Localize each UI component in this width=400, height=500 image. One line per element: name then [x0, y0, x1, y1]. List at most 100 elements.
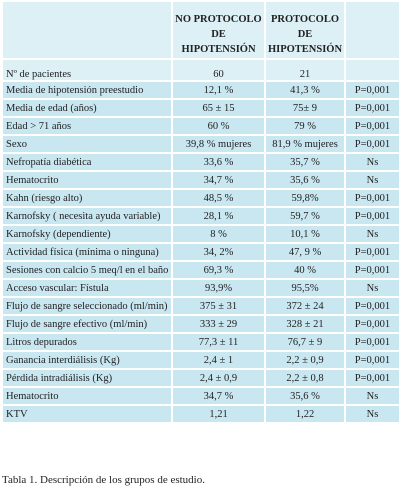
- cell: 21: [264, 58, 346, 82]
- table-row: Media de hipotensión preestudio 12,1 % 41,…: [1, 80, 400, 100]
- cell: 2,2 ± 0,9: [264, 350, 346, 370]
- cell: P=0,001: [344, 134, 400, 154]
- row-label: Media de edad (años): [1, 98, 173, 118]
- table-row: Edad > 71 años 60 % 79 % P=0,001: [1, 116, 400, 136]
- table-row: Hematocrito 34,7 % 35,6 % Ns: [1, 170, 400, 190]
- cell: Ns: [344, 152, 400, 172]
- table-row: Ganancia interdiálisis (Kg) 2,4 ± 1 2,2 ± …: [1, 350, 400, 370]
- row-label: KTV: [1, 404, 173, 424]
- table-row: Sesiones con calcio 5 meq/l en el baño 69…: [1, 260, 400, 280]
- cell: 328 ± 21: [264, 314, 346, 334]
- cell: P=0,001: [344, 188, 400, 208]
- cell: P=0,001: [344, 80, 400, 100]
- cell: 34,7 %: [171, 386, 266, 406]
- table-row: Media de edad (años) 65 ± 15 75± 9 P=0,001: [1, 98, 400, 118]
- cell: 375 ± 31: [171, 296, 266, 316]
- cell: 48,5 %: [171, 188, 266, 208]
- row-label: Hematocrito: [1, 170, 173, 190]
- cell: 95,5%: [264, 278, 346, 298]
- row-label: Nefropatía diabética: [1, 152, 173, 172]
- cell: P=0,001: [344, 242, 400, 262]
- row-label: Actividad física (mínima o ninguna): [1, 242, 173, 262]
- table-row: Nefropatía diabética 33,6 % 35,7 % Ns: [1, 152, 400, 172]
- row-label: Nº de pacientes: [1, 58, 173, 82]
- column-header: NO PROTOCOLO DE HIPOTENSIÓN: [171, 0, 266, 60]
- row-label: Sexo: [1, 134, 173, 154]
- table-row: KTV 1,21 1,22 Ns: [1, 404, 400, 424]
- blank-cell: [1, 0, 173, 60]
- row-label: Edad > 71 años: [1, 116, 173, 136]
- table-row: Actividad física (mínima o ninguna) 34, 2…: [1, 242, 400, 262]
- cell: 59,7 %: [264, 206, 346, 226]
- cell: 75± 9: [264, 98, 346, 118]
- cell: 77,3 ± 11: [171, 332, 266, 352]
- row-label: Flujo de sangre seleccionado (ml/min): [1, 296, 173, 316]
- cell: P=0,001: [344, 332, 400, 352]
- cell: P=0,001: [344, 296, 400, 316]
- cell: P=0,001: [344, 314, 400, 334]
- cell: 372 ± 24: [264, 296, 346, 316]
- cell: 69,3 %: [171, 260, 266, 280]
- cell: P=0,001: [344, 350, 400, 370]
- cell: 40 %: [264, 260, 346, 280]
- cell: 60 %: [171, 116, 266, 136]
- cell: 333 ± 29: [171, 314, 266, 334]
- cell: 60: [171, 58, 266, 82]
- cell: 93,9%: [171, 278, 266, 298]
- row-label: Acceso vascular: Fístula: [1, 278, 173, 298]
- cell: 10,1 %: [264, 224, 346, 244]
- cell: 35,7 %: [264, 152, 346, 172]
- header-line: DE HIPOTENSIÓN: [181, 29, 256, 55]
- row-label: Sesiones con calcio 5 meq/l en el baño: [1, 260, 173, 280]
- blank-cell: [344, 58, 400, 82]
- cell: Ns: [344, 404, 400, 424]
- header-line: NO PROTOCOLO: [175, 14, 262, 25]
- cell: 41,3 %: [264, 80, 346, 100]
- data-table: NO PROTOCOLO DE HIPOTENSIÓN PROTOCOLO DE H…: [1, 0, 400, 424]
- table-row: Flujo de sangre efectivo (ml/min) 333 ± 2…: [1, 314, 400, 334]
- row-label: Ganancia interdiálisis (Kg): [1, 350, 173, 370]
- row-label: Pérdida intradiálisis (Kg): [1, 368, 173, 388]
- cell: Ns: [344, 224, 400, 244]
- cell: 1,22: [264, 404, 346, 424]
- cell: 2,4 ± 0,9: [171, 368, 266, 388]
- cell: 81,9 % mujeres: [264, 134, 346, 154]
- table-row: Hematocrito 34,7 % 35,6 % Ns: [1, 386, 400, 406]
- row-label: Hematocrito: [1, 386, 173, 406]
- cell: 35,6 %: [264, 170, 346, 190]
- row-label: Litros depurados: [1, 332, 173, 352]
- cell: 2,2 ± 0,8: [264, 368, 346, 388]
- cell: 33,6 %: [171, 152, 266, 172]
- table-row: Sexo 39,8 % mujeres 81,9 % mujeres P=0,001: [1, 134, 400, 154]
- table-row: Kahn (riesgo alto) 48,5 % 59,8% P=0,001: [1, 188, 400, 208]
- header-line: HIPOTENSIÓN: [267, 44, 343, 55]
- cell: P=0,001: [344, 368, 400, 388]
- cell: P=0,001: [344, 98, 400, 118]
- cell: P=0,001: [344, 260, 400, 280]
- table-row: Acceso vascular: Fístula 93,9% 95,5% Ns: [1, 278, 400, 298]
- cell: Ns: [344, 278, 400, 298]
- blank-cell: [344, 0, 400, 60]
- cell: P=0,001: [344, 206, 400, 226]
- cell: 59,8%: [264, 188, 346, 208]
- caption: Tabla 1. Descripción de los grupos de es…: [2, 474, 205, 486]
- cell: 1,21: [171, 404, 266, 424]
- cell: 12,1 %: [171, 80, 266, 100]
- cell: 47, 9 %: [264, 242, 346, 262]
- cell: 65 ± 15: [171, 98, 266, 118]
- table-row: Karnofsky ( necesita ayuda variable) 28,1…: [1, 206, 400, 226]
- cell: 39,8 % mujeres: [171, 134, 266, 154]
- cell: 79 %: [264, 116, 346, 136]
- header-line: PROTOCOLO DE: [270, 14, 340, 40]
- cell: P=0,001: [344, 116, 400, 136]
- table-row: Litros depurados 77,3 ± 11 76,7 ± 9 P=0,001: [1, 332, 400, 352]
- cell: 2,4 ± 1: [171, 350, 266, 370]
- cell: Ns: [344, 170, 400, 190]
- table-row: Flujo de sangre seleccionado (ml/min) 375…: [1, 296, 400, 316]
- cell: 34,7 %: [171, 170, 266, 190]
- cell: 35,6 %: [264, 386, 346, 406]
- row-label: Media de hipotensión preestudio: [1, 80, 173, 100]
- cell: 76,7 ± 9: [264, 332, 346, 352]
- cell: 34, 2%: [171, 242, 266, 262]
